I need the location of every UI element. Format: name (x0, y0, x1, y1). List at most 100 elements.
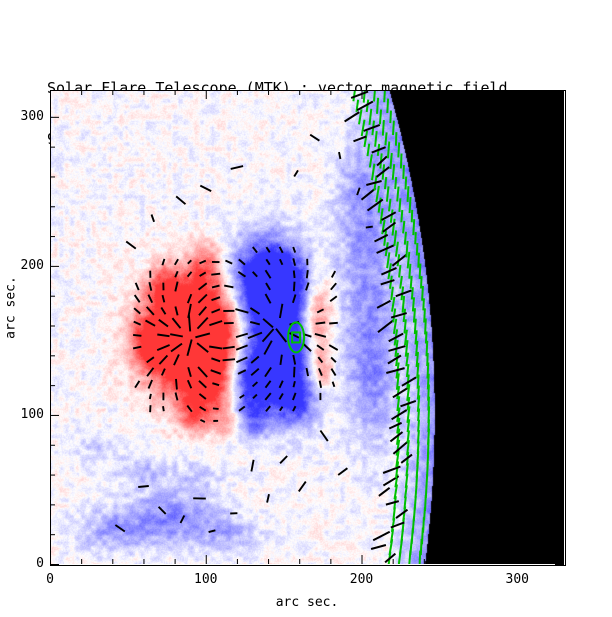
field-vector (328, 344, 339, 351)
field-vector (390, 521, 405, 529)
field-vector (145, 319, 156, 327)
field-vector (156, 344, 170, 351)
limb-field-vector (389, 275, 393, 289)
field-vector (252, 393, 258, 399)
field-vector (237, 271, 247, 278)
x-axis-label: arc sec. (275, 595, 339, 610)
field-vector (331, 381, 336, 388)
field-vector (263, 340, 273, 355)
limb-field-vector (374, 130, 378, 147)
limb-field-vector (389, 110, 392, 124)
field-vector (196, 342, 209, 353)
field-vector (376, 155, 388, 167)
field-vector (247, 331, 263, 339)
field-vector (293, 169, 299, 178)
field-vector (291, 294, 297, 304)
limb-field-vector (395, 461, 400, 479)
field-vector (173, 258, 179, 266)
field-vector (212, 382, 220, 387)
field-vector (292, 405, 297, 412)
field-vector (235, 344, 248, 351)
limb-field-vector (395, 352, 399, 367)
field-vector (211, 357, 221, 363)
field-vector (199, 271, 207, 277)
field-vector (388, 332, 404, 343)
limb-field-vector (385, 186, 390, 202)
field-vector (147, 379, 153, 389)
field-vector (384, 552, 397, 564)
x-tick-label: 100 (194, 572, 218, 587)
field-vector (211, 308, 221, 314)
limb-field-vector (377, 197, 382, 213)
field-vector (236, 356, 248, 364)
limb-field-vector (362, 90, 366, 103)
field-vector (316, 344, 325, 351)
field-vector (365, 225, 373, 229)
field-vector (225, 259, 233, 265)
field-vector (173, 354, 180, 366)
field-vector (186, 271, 193, 278)
limb-field-vector (373, 90, 376, 102)
limb-field-vector (395, 373, 400, 390)
field-vector (265, 405, 271, 412)
field-vector (175, 378, 178, 390)
field-vector (338, 151, 342, 160)
limb-field-vector (406, 430, 410, 444)
field-vector (208, 529, 216, 534)
limb-field-vector (405, 352, 410, 367)
field-vector (337, 467, 348, 476)
field-vector (250, 459, 255, 472)
field-vector (174, 270, 179, 278)
field-vector (289, 332, 300, 339)
field-vector (138, 485, 149, 488)
limb-field-vector (376, 97, 380, 114)
limb-field-vector (391, 218, 396, 236)
limb-field-vector (404, 329, 408, 346)
field-vector (275, 328, 288, 343)
limb-field-vector (426, 352, 429, 367)
field-vector (400, 399, 417, 408)
field-vector (250, 355, 260, 364)
limb-field-vector (408, 196, 412, 214)
limb-field-vector (381, 120, 385, 136)
field-vector (161, 294, 166, 303)
field-vector (134, 282, 140, 291)
field-vector (305, 367, 310, 377)
y-axis-tick-labels: 0 100 200 300 (0, 0, 44, 617)
limb-field-vector (395, 450, 400, 468)
field-vector (330, 282, 337, 291)
field-vector (186, 405, 193, 413)
limb-field-vector (409, 275, 413, 289)
field-vector (391, 253, 408, 267)
field-vector (330, 368, 337, 376)
limb-field-vector (402, 220, 406, 234)
field-vector (278, 393, 284, 400)
field-vector (316, 308, 325, 314)
field-vector (199, 184, 212, 192)
limb-field-vector (366, 143, 371, 157)
limb-field-vector (390, 286, 394, 301)
field-vector (145, 306, 155, 316)
limb-field-vector (425, 340, 429, 357)
field-vector (293, 366, 296, 378)
field-vector (224, 284, 234, 289)
limb-field-vector (389, 209, 394, 223)
limb-field-vector (410, 209, 414, 223)
field-vector (222, 345, 235, 350)
limb-field-vector (399, 153, 403, 169)
field-vector (314, 332, 327, 338)
field-vector (330, 356, 337, 363)
field-vector (309, 133, 320, 142)
limb-field-vector (411, 297, 415, 312)
field-vector (175, 195, 187, 205)
field-vector (353, 135, 367, 143)
field-vector (278, 303, 284, 319)
limb-field-vector (414, 330, 418, 345)
field-vector (371, 146, 386, 154)
limb-field-vector (416, 395, 421, 412)
field-vector (388, 345, 406, 352)
field-vector (264, 380, 272, 389)
limb-field-vector (415, 242, 419, 256)
limb-field-vector (384, 132, 388, 146)
